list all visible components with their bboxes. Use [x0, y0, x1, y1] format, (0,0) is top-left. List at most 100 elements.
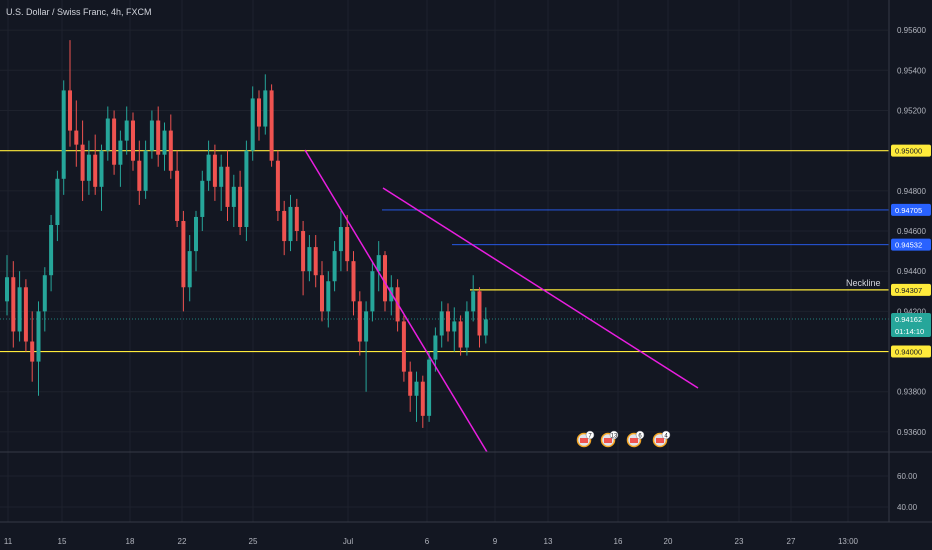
candle-body[interactable]	[275, 160, 280, 211]
candle-body[interactable]	[124, 120, 129, 141]
candle-body[interactable]	[446, 311, 450, 332]
candle-body[interactable]	[370, 271, 375, 312]
candle-body[interactable]	[23, 287, 28, 342]
candle-body[interactable]	[420, 381, 425, 416]
x-tick-label: 18	[126, 537, 135, 546]
candles	[5, 40, 488, 428]
candle-body[interactable]	[5, 277, 9, 302]
candle-body[interactable]	[143, 150, 148, 191]
candle-body[interactable]	[364, 311, 369, 342]
candle-body[interactable]	[307, 247, 312, 272]
candle-body[interactable]	[156, 120, 161, 155]
candle-body[interactable]	[477, 291, 482, 336]
level-price-box	[891, 144, 931, 157]
candle-body[interactable]	[452, 321, 457, 332]
candle-body[interactable]	[301, 231, 306, 272]
candle-body[interactable]	[137, 160, 142, 191]
event-badge	[609, 430, 619, 440]
candle-body[interactable]	[36, 311, 41, 362]
candle-body[interactable]	[200, 180, 205, 217]
trendline[interactable]	[304, 149, 488, 453]
candle-body[interactable]	[427, 359, 432, 416]
candle-body[interactable]	[257, 98, 261, 127]
candle-body[interactable]	[345, 227, 350, 262]
candle-body[interactable]	[282, 210, 287, 242]
candle-body[interactable]	[61, 90, 66, 179]
x-tick-label: 6	[425, 537, 430, 546]
candle-body[interactable]	[131, 120, 135, 161]
candle-body[interactable]	[433, 335, 438, 360]
candle-body[interactable]	[250, 98, 255, 151]
level-price-label: 0.94000	[895, 348, 922, 357]
candle-body[interactable]	[118, 140, 123, 165]
candle-body[interactable]	[149, 120, 154, 151]
event-badge-count: 13	[611, 434, 618, 440]
candle-body[interactable]	[383, 255, 387, 302]
candle-body[interactable]	[231, 186, 236, 207]
candle-body[interactable]	[313, 247, 318, 276]
candle-body[interactable]	[288, 206, 293, 242]
candle-body[interactable]	[294, 206, 299, 232]
level-price-label: 0.95000	[895, 147, 922, 156]
candle-body[interactable]	[464, 311, 469, 348]
candle-body[interactable]	[471, 291, 476, 312]
candle-body[interactable]	[401, 321, 406, 372]
candle-body[interactable]	[175, 170, 180, 221]
candle-body[interactable]	[263, 90, 268, 127]
candle-body[interactable]	[212, 154, 217, 187]
candle-body[interactable]	[93, 154, 98, 187]
candle-body[interactable]	[49, 224, 54, 276]
x-tick-label: 9	[493, 537, 498, 546]
y-tick-label: 0.94600	[897, 227, 926, 236]
candle-body[interactable]	[187, 251, 192, 288]
flag-stripe	[604, 438, 612, 443]
candle-body[interactable]	[181, 220, 186, 288]
candle-body[interactable]	[55, 178, 60, 225]
candle-body[interactable]	[86, 154, 91, 181]
candle-body[interactable]	[42, 275, 47, 312]
candle-body[interactable]	[483, 319, 488, 336]
candle-body[interactable]	[338, 227, 343, 252]
neckline-annotation: Neckline	[846, 278, 881, 288]
candle-body[interactable]	[74, 130, 79, 145]
candle-body[interactable]	[68, 90, 72, 131]
event-badge-count: 4	[664, 434, 668, 440]
candle-body[interactable]	[332, 251, 337, 282]
candle-body[interactable]	[17, 287, 22, 332]
candle-body[interactable]	[206, 154, 211, 181]
candle-body[interactable]	[225, 166, 230, 207]
current-price-label: 0.94162	[895, 315, 922, 324]
candle-body[interactable]	[11, 277, 16, 332]
flag-stripe	[580, 438, 588, 443]
x-tick-label: 20	[664, 537, 673, 546]
trendline[interactable]	[382, 187, 699, 389]
candle-body[interactable]	[326, 281, 331, 312]
y-tick-label: 0.95200	[897, 106, 926, 115]
event-badge	[635, 430, 645, 440]
candle-body[interactable]	[194, 216, 198, 252]
candle-body[interactable]	[376, 255, 381, 272]
candle-body[interactable]	[80, 144, 85, 181]
candle-body[interactable]	[269, 90, 274, 161]
candle-body[interactable]	[105, 118, 110, 151]
level-price-box	[891, 283, 931, 296]
candle-body[interactable]	[238, 186, 243, 228]
candle-body[interactable]	[30, 341, 35, 362]
candle-body[interactable]	[219, 166, 224, 187]
candle-body[interactable]	[357, 301, 362, 342]
candle-body[interactable]	[162, 130, 167, 155]
event-badge	[585, 430, 595, 440]
candle-body[interactable]	[408, 371, 413, 396]
candle-body[interactable]	[99, 150, 104, 187]
flag-stripe	[630, 438, 638, 443]
candle-body[interactable]	[439, 311, 444, 336]
candle-body[interactable]	[414, 381, 419, 396]
candle-body[interactable]	[351, 261, 356, 302]
candle-body[interactable]	[458, 321, 463, 348]
candle-body[interactable]	[244, 150, 249, 228]
candle-body[interactable]	[112, 118, 117, 165]
candle-body[interactable]	[168, 130, 173, 171]
candle-body[interactable]	[320, 275, 324, 312]
